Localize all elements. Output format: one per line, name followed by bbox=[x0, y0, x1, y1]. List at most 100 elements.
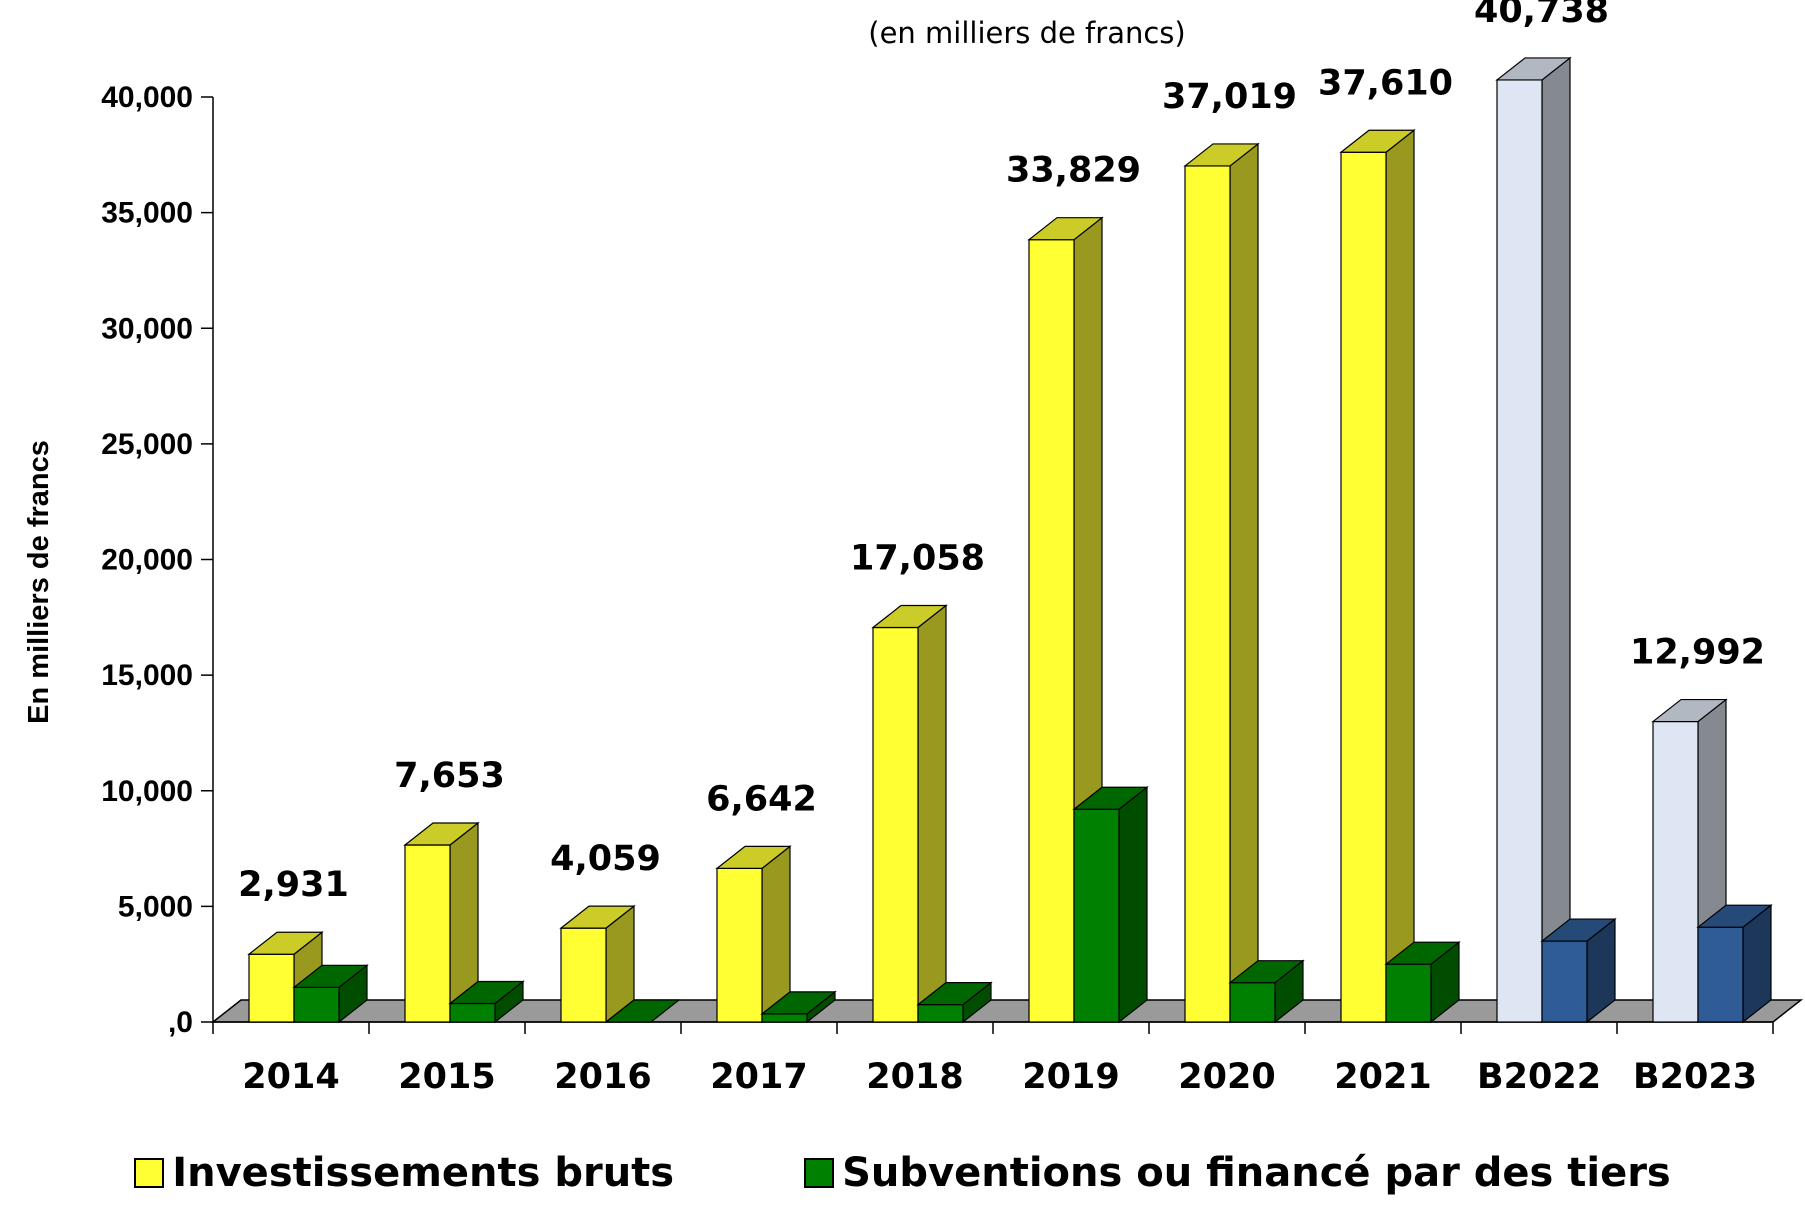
y-axis-label: En milliers de francs bbox=[23, 440, 55, 724]
bar-investissements-front bbox=[872, 626, 919, 1023]
bar-investissements-front bbox=[1184, 165, 1231, 1023]
x-tick-label: 2016 bbox=[554, 1057, 651, 1097]
x-tick-label: B2022 bbox=[1477, 1057, 1601, 1097]
bar-investissements-top bbox=[559, 905, 636, 929]
bar-investissements-side bbox=[1385, 129, 1415, 1024]
bar-investissements bbox=[871, 604, 948, 1024]
bar-subventions-side bbox=[1118, 786, 1148, 1024]
bar-subventions-front bbox=[293, 986, 340, 1023]
bar-investissements-top bbox=[1339, 129, 1416, 153]
bar-investissements bbox=[1183, 142, 1260, 1024]
bar-investissements-top bbox=[715, 845, 792, 870]
x-tick-label: 2020 bbox=[1178, 1057, 1275, 1097]
bar-investissements-top bbox=[1183, 143, 1260, 167]
y-tick-label: 40,000 bbox=[101, 81, 193, 114]
bar-subventions bbox=[604, 999, 681, 1023]
x-tick-label: 2015 bbox=[398, 1057, 495, 1097]
bar-subventions-top bbox=[1072, 786, 1149, 810]
data-label: 6,642 bbox=[706, 779, 817, 819]
bar-subventions-top bbox=[1228, 960, 1305, 984]
x-tick-label: B2023 bbox=[1633, 1057, 1757, 1097]
data-label: 4,059 bbox=[550, 839, 661, 879]
legend-item-investissements: Investissements bruts bbox=[134, 1150, 674, 1196]
bar-investissements bbox=[1339, 129, 1416, 1024]
y-tick-label: 10,000 bbox=[101, 775, 193, 808]
bar-subventions-top bbox=[1540, 918, 1617, 942]
bar-subventions bbox=[916, 981, 993, 1024]
x-tick-label: 2018 bbox=[866, 1057, 963, 1097]
legend-label-subventions: Subventions ou financé par des tiers bbox=[842, 1150, 1671, 1196]
x-tick-label: 2014 bbox=[242, 1057, 339, 1097]
bar-subventions bbox=[1696, 903, 1773, 1024]
bar-investissements bbox=[715, 845, 792, 1024]
data-label: 33,829 bbox=[1006, 151, 1141, 191]
x-tick-label: 2021 bbox=[1334, 1057, 1431, 1097]
x-tick-label: 2017 bbox=[710, 1057, 807, 1097]
bar-subventions bbox=[448, 980, 525, 1024]
bar-investissements-top bbox=[1027, 217, 1104, 241]
x-axis: 2014 2015 2016 2017 2018 2019 2020 2021 B2022 B20… bbox=[212, 1021, 1774, 1097]
bar-subventions-top bbox=[448, 980, 525, 1005]
bar-investissements-side bbox=[917, 604, 947, 1024]
bar-investissements-front bbox=[1028, 239, 1075, 1023]
bar-subventions-top bbox=[1696, 904, 1773, 928]
legend-item-subventions: Subventions ou financé par des tiers bbox=[804, 1150, 1671, 1196]
y-tick-label: 20,000 bbox=[101, 544, 193, 577]
bar-subventions-top bbox=[916, 982, 993, 1006]
bar-subventions-front bbox=[1385, 963, 1432, 1023]
y-tick-label: 25,000 bbox=[101, 428, 193, 461]
bar-investissements-top bbox=[871, 604, 948, 629]
y-tick-label: 35,000 bbox=[101, 197, 193, 230]
legend-label-investissements: Investissements bruts bbox=[172, 1150, 675, 1196]
data-labels: 2,931 7,653 4,059 6,642 17,058 33,829 37,019 37… bbox=[238, 0, 1765, 905]
data-label: 40,738 bbox=[1474, 0, 1609, 31]
bar-investissements bbox=[403, 821, 480, 1024]
bar-subventions-top bbox=[604, 999, 681, 1023]
data-label: 7,653 bbox=[394, 756, 505, 796]
y-tick-label: 5,000 bbox=[118, 890, 193, 923]
x-tick-label: 2019 bbox=[1022, 1057, 1119, 1097]
data-label: 17,058 bbox=[850, 539, 985, 579]
data-label: 37,610 bbox=[1318, 63, 1453, 103]
data-label: 37,019 bbox=[1162, 77, 1297, 117]
legend: Investissements bruts Subventions ou fin… bbox=[0, 1150, 1805, 1196]
bar-investissements-top bbox=[247, 931, 324, 955]
bar-subventions bbox=[1072, 786, 1149, 1024]
bar-subventions-top bbox=[760, 991, 837, 1015]
bar-investissements-front bbox=[1340, 151, 1387, 1023]
bar-subventions-front bbox=[1073, 808, 1120, 1023]
bar-investissements-front bbox=[1496, 79, 1543, 1023]
legend-swatch-subventions bbox=[804, 1158, 835, 1188]
bar-investissements-top bbox=[1495, 57, 1572, 81]
bar-investissements-top bbox=[403, 822, 480, 846]
bar-investissements-side bbox=[1541, 56, 1571, 1024]
y-axis: ,0 5,000 10,000 15,000 20,000 25,000 30,000 35,… bbox=[101, 81, 214, 1039]
bar-subventions bbox=[760, 990, 837, 1024]
data-label: 2,931 bbox=[238, 865, 349, 905]
legend-swatch-investissements bbox=[134, 1158, 165, 1188]
bar-investissements-front bbox=[716, 867, 763, 1023]
y-tick-label: 30,000 bbox=[101, 312, 193, 345]
bar-subventions bbox=[1228, 959, 1305, 1024]
bar-subventions-front bbox=[449, 1002, 496, 1023]
bar-subventions-top bbox=[292, 964, 369, 988]
y-tick-label: 15,000 bbox=[101, 659, 193, 692]
bars bbox=[247, 56, 1773, 1024]
data-label: 12,992 bbox=[1630, 633, 1765, 673]
bar-subventions bbox=[1540, 917, 1617, 1024]
bar-investissements-front bbox=[1652, 720, 1699, 1023]
bar-subventions-front bbox=[1541, 940, 1588, 1023]
bar-investissements-top bbox=[1651, 698, 1728, 723]
bar-subventions bbox=[292, 964, 369, 1024]
bar-subventions-front bbox=[1697, 926, 1744, 1023]
bar-subventions bbox=[1384, 940, 1461, 1024]
bar-subventions-front bbox=[1229, 982, 1276, 1023]
chart-subtitle: (en milliers de francs) bbox=[868, 16, 1185, 50]
bar-subventions-top bbox=[1384, 941, 1461, 965]
bar-subventions-front bbox=[917, 1004, 964, 1023]
bar-investissements-front bbox=[248, 953, 295, 1023]
bar-investissements-front bbox=[404, 844, 451, 1023]
bar-investissements bbox=[1495, 56, 1572, 1024]
bar-investissements-front bbox=[560, 927, 607, 1023]
